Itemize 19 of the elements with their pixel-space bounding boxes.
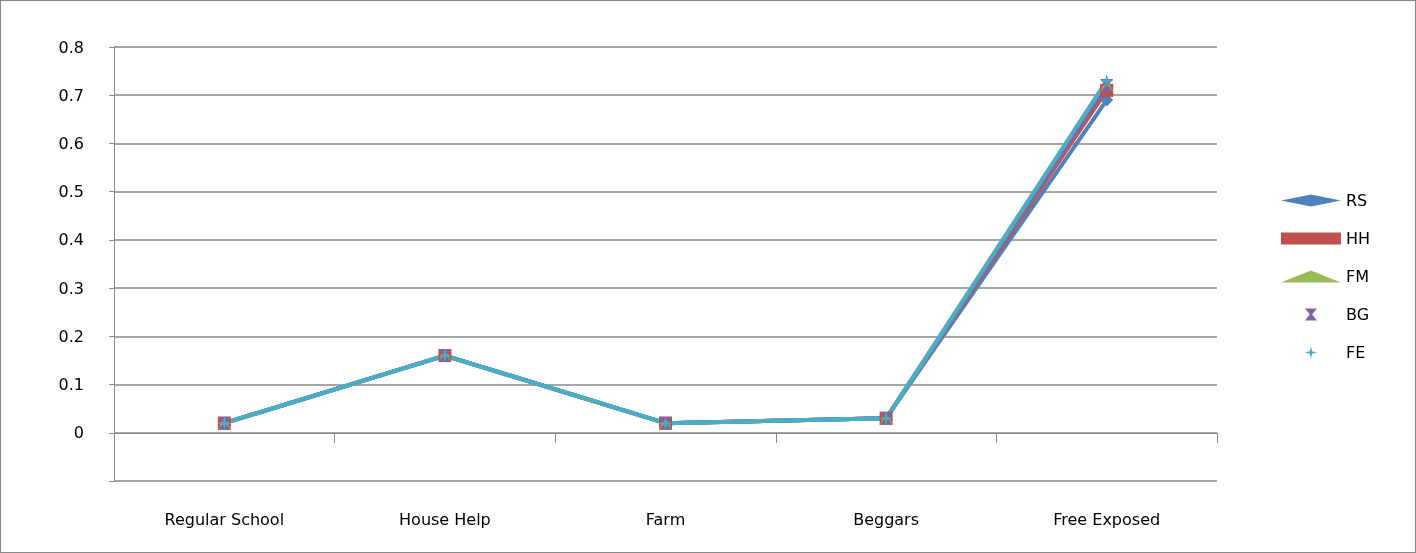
x-tick-label: House Help [399,509,491,529]
y-tick-label: 0.6 [58,133,84,153]
y-tick-label: 0.3 [58,278,84,298]
y-tick-label: 0.1 [58,375,84,395]
y-tick-label: 0.4 [58,230,84,250]
legend-label: RS [1345,191,1368,210]
legend-label: HH [1345,229,1370,248]
legend-label: FM [1345,267,1369,286]
x-tick-label: Farm [645,509,686,529]
y-tick-label: 0.5 [58,182,84,202]
legend-label: FE [1345,343,1366,362]
x-tick-label: Free Exposed [1053,509,1161,529]
y-tick-label: 0.8 [58,37,84,57]
y-tick-label: 0 [73,423,84,443]
legend-label: BG [1345,305,1370,324]
y-tick-label: 0.7 [58,85,84,105]
x-tick-label: Regular School [164,509,285,529]
y-tick-label: 0.2 [58,326,84,346]
x-tick-label: Beggars [853,509,920,529]
